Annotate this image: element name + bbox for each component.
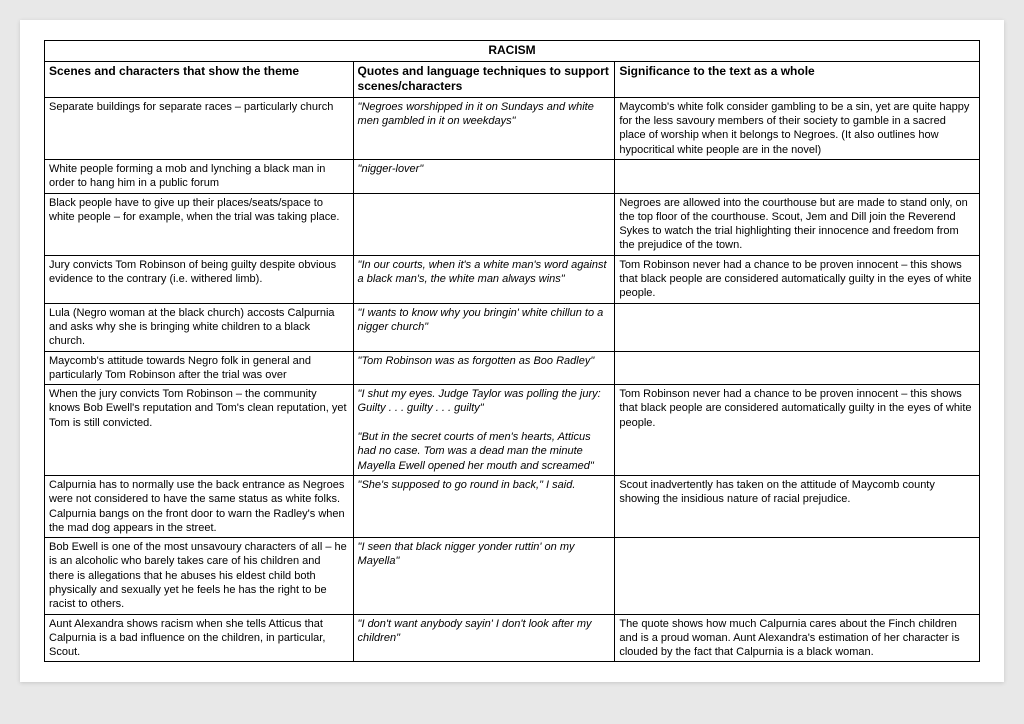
- quote-cell: "I wants to know why you bringin' white …: [353, 303, 615, 351]
- table-row: Black people have to give up their place…: [45, 193, 980, 255]
- significance-cell: Tom Robinson never had a chance to be pr…: [615, 385, 980, 476]
- table-row: Jury convicts Tom Robinson of being guil…: [45, 255, 980, 303]
- theme-table: RACISM Scenes and characters that show t…: [44, 40, 980, 662]
- title-row: RACISM: [45, 41, 980, 62]
- table-row: Calpurnia has to normally use the back e…: [45, 475, 980, 537]
- table-row: Separate buildings for separate races – …: [45, 97, 980, 159]
- table-row: Aunt Alexandra shows racism when she tel…: [45, 614, 980, 662]
- scene-cell: Aunt Alexandra shows racism when she tel…: [45, 614, 354, 662]
- document-page: RACISM Scenes and characters that show t…: [20, 20, 1004, 682]
- significance-cell: [615, 303, 980, 351]
- significance-cell: The quote shows how much Calpurnia cares…: [615, 614, 980, 662]
- header-quotes: Quotes and language techniques to suppor…: [353, 61, 615, 97]
- header-scenes: Scenes and characters that show the them…: [45, 61, 354, 97]
- quote-cell: "nigger-lover": [353, 159, 615, 193]
- significance-cell: [615, 538, 980, 614]
- header-significance: Significance to the text as a whole: [615, 61, 980, 97]
- significance-cell: Scout inadvertently has taken on the att…: [615, 475, 980, 537]
- scene-cell: Jury convicts Tom Robinson of being guil…: [45, 255, 354, 303]
- table-title: RACISM: [45, 41, 980, 62]
- quote-cell: "She's supposed to go round in back," I …: [353, 475, 615, 537]
- significance-cell: Negroes are allowed into the courthouse …: [615, 193, 980, 255]
- scene-cell: Calpurnia has to normally use the back e…: [45, 475, 354, 537]
- scene-cell: Lula (Negro woman at the black church) a…: [45, 303, 354, 351]
- quote-cell: "Tom Robinson was as forgotten as Boo Ra…: [353, 351, 615, 385]
- significance-cell: [615, 159, 980, 193]
- table-row: Lula (Negro woman at the black church) a…: [45, 303, 980, 351]
- table-row: Maycomb's attitude towards Negro folk in…: [45, 351, 980, 385]
- scene-cell: Maycomb's attitude towards Negro folk in…: [45, 351, 354, 385]
- scene-cell: When the jury convicts Tom Robinson – th…: [45, 385, 354, 476]
- quote-cell: "I shut my eyes. Judge Taylor was pollin…: [353, 385, 615, 476]
- scene-cell: White people forming a mob and lynching …: [45, 159, 354, 193]
- quote-cell: [353, 193, 615, 255]
- header-row: Scenes and characters that show the them…: [45, 61, 980, 97]
- table-row: Bob Ewell is one of the most unsavoury c…: [45, 538, 980, 614]
- significance-cell: [615, 351, 980, 385]
- table-row: White people forming a mob and lynching …: [45, 159, 980, 193]
- scene-cell: Separate buildings for separate races – …: [45, 97, 354, 159]
- scene-cell: Black people have to give up their place…: [45, 193, 354, 255]
- quote-cell: "Negroes worshipped in it on Sundays and…: [353, 97, 615, 159]
- significance-cell: Tom Robinson never had a chance to be pr…: [615, 255, 980, 303]
- significance-cell: Maycomb's white folk consider gambling t…: [615, 97, 980, 159]
- scene-cell: Bob Ewell is one of the most unsavoury c…: [45, 538, 354, 614]
- quote-cell: "I don't want anybody sayin' I don't loo…: [353, 614, 615, 662]
- quote-cell: "In our courts, when it's a white man's …: [353, 255, 615, 303]
- quote-cell: "I seen that black nigger yonder ruttin'…: [353, 538, 615, 614]
- table-row: When the jury convicts Tom Robinson – th…: [45, 385, 980, 476]
